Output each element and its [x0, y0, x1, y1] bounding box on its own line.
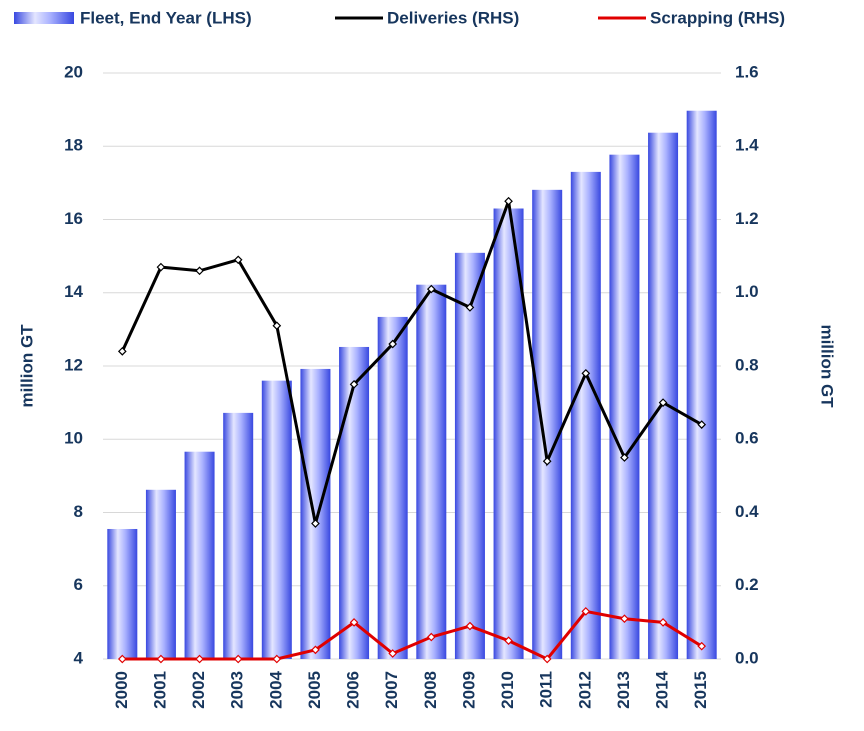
- y-axis-title: million GT: [17, 324, 36, 408]
- x-tick-label: 2005: [305, 671, 324, 709]
- bar: [261, 380, 292, 659]
- marker: [349, 379, 359, 389]
- y-tick-label: 12: [64, 355, 83, 374]
- line: [122, 609, 703, 661]
- marker: [426, 284, 436, 294]
- y2-tick-label: 1.4: [735, 136, 759, 155]
- legend-label: Deliveries (RHS): [387, 8, 519, 27]
- marker: [542, 654, 552, 664]
- marker: [311, 645, 320, 655]
- x-tick-label: 2015: [691, 671, 710, 709]
- marker: [658, 618, 668, 627]
- bar: [339, 346, 370, 659]
- x-tick-label: 2001: [150, 671, 169, 709]
- x-tick-label: 2010: [498, 671, 517, 709]
- x-tick-label: 2014: [653, 670, 672, 708]
- marker: [272, 654, 282, 664]
- bar: [454, 252, 485, 660]
- marker: [697, 420, 707, 429]
- x-tick-label: 2004: [266, 670, 285, 708]
- y-tick-label: 8: [74, 502, 83, 521]
- x-tick-label: 2013: [614, 671, 633, 709]
- marker: [426, 632, 436, 642]
- y2-tick-label: 1.0: [735, 282, 759, 301]
- x-tick-label: 2000: [112, 671, 131, 709]
- marker: [156, 262, 166, 272]
- x-tick-label: 2012: [575, 671, 594, 709]
- y2-tick-label: 0.0: [735, 648, 759, 667]
- x-tick-label: 2008: [421, 671, 440, 709]
- marker: [117, 347, 127, 356]
- marker: [349, 618, 359, 627]
- marker: [233, 255, 243, 265]
- bar: [184, 451, 215, 659]
- marker: [620, 614, 629, 624]
- bar: [377, 316, 408, 659]
- marker: [504, 636, 513, 646]
- bar: [416, 284, 447, 659]
- marker: [195, 266, 204, 276]
- marker: [581, 607, 591, 616]
- y2-tick-label: 0.6: [735, 429, 759, 448]
- bar: [223, 412, 254, 659]
- marker: [465, 621, 475, 631]
- marker: [311, 519, 320, 528]
- y2-tick-label: 0.4: [735, 502, 759, 521]
- marker: [388, 649, 398, 658]
- y-tick-label: 10: [64, 429, 83, 448]
- marker: [697, 641, 707, 651]
- bar: [300, 368, 331, 659]
- marker: [117, 654, 127, 664]
- x-tick-label: 2003: [228, 671, 247, 709]
- bar: [648, 132, 679, 660]
- x-tick-label: 2011: [537, 671, 556, 708]
- marker: [581, 368, 591, 378]
- bar: [609, 154, 640, 659]
- x-tick-label: 2009: [459, 671, 478, 709]
- y2-tick-label: 0.8: [735, 355, 759, 374]
- line: [120, 200, 703, 524]
- marker: [620, 453, 629, 462]
- y-tick-label: 6: [74, 575, 83, 594]
- bar: [686, 110, 717, 659]
- y-tick-label: 16: [64, 209, 83, 228]
- y-tick-label: 20: [64, 62, 83, 81]
- marker: [658, 398, 668, 407]
- legend-label: Scrapping (RHS): [650, 8, 785, 27]
- y2-tick-label: 1.2: [735, 209, 759, 228]
- y2-axis-title: million GT: [818, 324, 837, 408]
- marker: [388, 339, 398, 349]
- y2-tick-label: 1.6: [735, 62, 759, 81]
- marker: [465, 303, 475, 312]
- marker: [233, 654, 243, 664]
- marker: [504, 196, 513, 206]
- marker: [195, 654, 204, 664]
- y-tick-label: 18: [64, 136, 83, 155]
- marker: [156, 654, 166, 664]
- y-tick-label: 4: [74, 648, 84, 667]
- legend-swatch: [14, 12, 74, 24]
- bar: [107, 528, 138, 659]
- bar: [570, 171, 601, 659]
- y2-tick-label: 0.2: [735, 575, 759, 594]
- y-tick-label: 14: [64, 282, 83, 301]
- bar: [532, 189, 563, 660]
- x-tick-label: 2007: [382, 671, 401, 709]
- legend-label: Fleet, End Year (LHS): [80, 8, 252, 27]
- bar: [145, 489, 176, 659]
- marker: [272, 321, 282, 331]
- bar: [493, 208, 524, 659]
- x-tick-label: 2002: [189, 671, 208, 709]
- marker: [542, 456, 552, 466]
- x-tick-label: 2006: [344, 671, 363, 709]
